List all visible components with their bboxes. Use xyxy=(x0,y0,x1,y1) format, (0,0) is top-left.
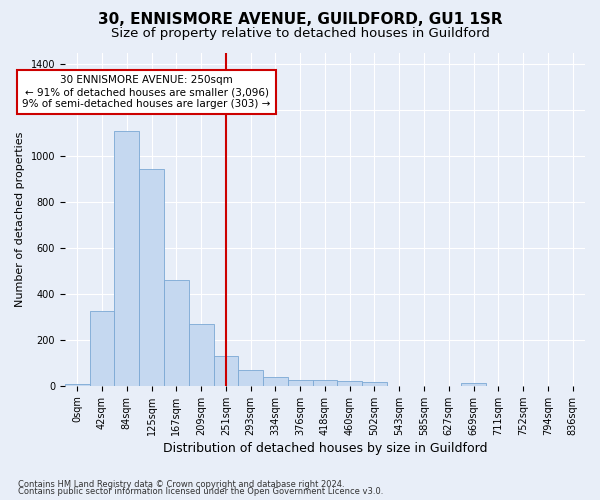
Bar xyxy=(362,382,387,386)
Text: Contains public sector information licensed under the Open Government Licence v3: Contains public sector information licen… xyxy=(18,488,383,496)
Bar xyxy=(337,381,362,386)
Y-axis label: Number of detached properties: Number of detached properties xyxy=(15,132,25,307)
X-axis label: Distribution of detached houses by size in Guildford: Distribution of detached houses by size … xyxy=(163,442,487,455)
Bar xyxy=(164,280,189,386)
Bar xyxy=(313,380,337,386)
Text: 30 ENNISMORE AVENUE: 250sqm
← 91% of detached houses are smaller (3,096)
9% of s: 30 ENNISMORE AVENUE: 250sqm ← 91% of det… xyxy=(22,76,271,108)
Bar xyxy=(189,324,214,386)
Bar xyxy=(263,376,288,386)
Bar xyxy=(65,384,89,386)
Bar xyxy=(139,168,164,386)
Text: 30, ENNISMORE AVENUE, GUILDFORD, GU1 1SR: 30, ENNISMORE AVENUE, GUILDFORD, GU1 1SR xyxy=(98,12,502,28)
Bar xyxy=(288,380,313,386)
Bar xyxy=(89,311,115,386)
Bar xyxy=(461,383,486,386)
Text: Size of property relative to detached houses in Guildford: Size of property relative to detached ho… xyxy=(110,28,490,40)
Bar xyxy=(214,356,238,386)
Text: Contains HM Land Registry data © Crown copyright and database right 2024.: Contains HM Land Registry data © Crown c… xyxy=(18,480,344,489)
Bar xyxy=(115,130,139,386)
Bar xyxy=(238,370,263,386)
